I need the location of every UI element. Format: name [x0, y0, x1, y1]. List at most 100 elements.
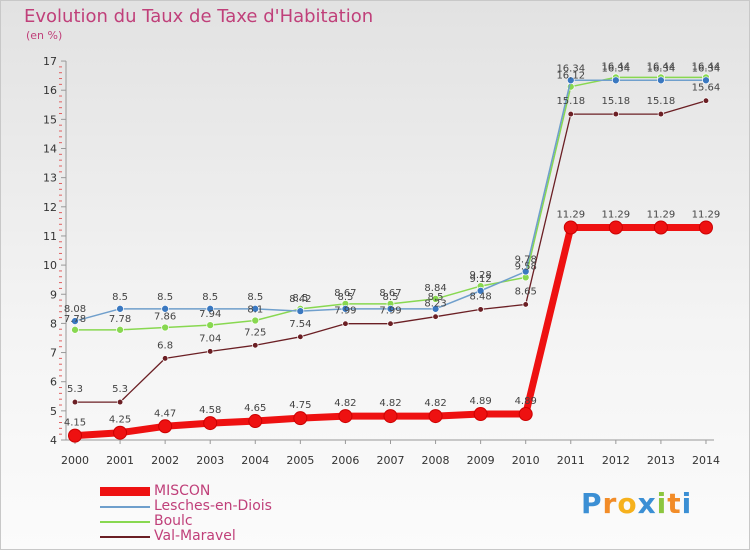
- data-point-1: [116, 304, 124, 313]
- data-label-1: 8.5: [383, 292, 399, 303]
- y-tick-label: 10: [43, 259, 57, 272]
- data-label-1: 16.34: [556, 63, 585, 74]
- legend-swatch: [100, 487, 150, 496]
- data-label-3: 7.99: [334, 306, 356, 317]
- logo-letter: x: [637, 487, 657, 520]
- x-tick-label: 2001: [106, 454, 134, 467]
- data-point-3: [477, 306, 484, 313]
- data-point-3: [252, 342, 259, 349]
- data-point-0: [473, 407, 488, 422]
- data-point-3: [387, 320, 394, 327]
- y-tick-label: 7: [50, 347, 57, 360]
- legend-label: Val-Maravel: [154, 528, 236, 544]
- x-tick-label: 2013: [647, 454, 675, 467]
- x-tick-label: 2008: [422, 454, 450, 467]
- data-label-0: 4.82: [334, 398, 356, 409]
- data-label-2: 8.5: [292, 293, 308, 304]
- data-label-1: 16.34: [692, 63, 721, 74]
- data-label-2: 8.1: [247, 304, 263, 315]
- data-label-2: 7.94: [199, 309, 221, 320]
- data-point-1: [296, 307, 305, 316]
- data-label-0: 11.29: [556, 209, 585, 220]
- data-label-3: 15.18: [556, 96, 585, 107]
- data-label-1: 8.5: [247, 292, 263, 303]
- data-point-1: [206, 304, 215, 313]
- data-label-2: 9.58: [515, 261, 537, 272]
- y-tick-label: 6: [50, 376, 57, 389]
- data-point-0: [113, 425, 128, 440]
- x-tick-label: 2012: [602, 454, 630, 467]
- data-point-0: [563, 220, 578, 235]
- data-point-3: [522, 301, 529, 308]
- data-label-2: 8.84: [424, 283, 446, 294]
- data-label-3: 8.48: [469, 291, 491, 302]
- y-tick-label: 9: [50, 288, 57, 301]
- data-point-0: [338, 409, 353, 424]
- logo-letter: r: [602, 487, 618, 520]
- y-tick-label: 16: [43, 84, 57, 97]
- data-point-2: [71, 325, 79, 334]
- x-tick-label: 2014: [692, 454, 720, 467]
- data-label-3: 7.25: [244, 327, 266, 338]
- data-point-1: [386, 304, 395, 313]
- x-tick-label: 2011: [557, 454, 585, 467]
- data-point-3: [116, 398, 124, 406]
- data-point-2: [431, 295, 440, 303]
- data-label-2: 16.44: [692, 61, 721, 72]
- data-label-2: 8.67: [379, 288, 401, 299]
- data-point-3: [567, 110, 574, 118]
- logo-letter: i: [656, 487, 668, 520]
- data-label-3: 7.99: [379, 306, 401, 317]
- data-point-3: [657, 110, 665, 118]
- x-tick-label: 2010: [512, 454, 540, 467]
- data-label-3: 5.3: [67, 384, 83, 395]
- y-tick-label: 4: [50, 434, 57, 447]
- legend-label: Boulc: [154, 513, 193, 529]
- data-point-0: [518, 407, 533, 422]
- data-label-0: 4.15: [64, 418, 86, 429]
- data-point-3: [207, 348, 214, 355]
- data-label-2: 9.28: [469, 270, 491, 281]
- data-point-1: [657, 76, 665, 85]
- legend-swatch: [100, 506, 150, 508]
- data-label-0: 4.65: [244, 403, 266, 414]
- data-point-3: [161, 355, 169, 362]
- data-point-1: [161, 304, 169, 313]
- x-tick-label: 2006: [331, 454, 359, 467]
- x-tick-label: 2007: [376, 454, 404, 467]
- y-tick-label: 15: [43, 113, 57, 126]
- data-point-0: [203, 416, 218, 431]
- logo-letter: P: [581, 487, 603, 520]
- x-tick-label: 2009: [467, 454, 495, 467]
- data-point-0: [158, 419, 173, 434]
- data-label-0: 4.89: [515, 396, 537, 407]
- data-point-2: [116, 325, 124, 334]
- data-point-3: [612, 110, 619, 118]
- data-label-2: 16.12: [556, 71, 585, 82]
- y-tick-label: 13: [43, 172, 57, 185]
- data-point-0: [68, 428, 82, 443]
- data-point-1: [251, 304, 260, 313]
- series-line-1: [74, 79, 706, 322]
- data-point-0: [653, 220, 668, 235]
- data-point-0: [698, 220, 713, 235]
- data-label-1: 8.08: [64, 304, 86, 315]
- x-tick-label: 2002: [151, 454, 179, 467]
- data-label-0: 4.25: [109, 415, 131, 426]
- data-point-1: [566, 76, 575, 85]
- data-point-3: [297, 333, 304, 340]
- y-tick-label: 11: [43, 230, 57, 243]
- data-label-2: 16.44: [602, 61, 631, 72]
- data-label-1: 9.12: [469, 274, 491, 285]
- data-point-3: [432, 313, 439, 320]
- y-tick-label: 17: [43, 55, 57, 68]
- data-label-3: 8.65: [515, 286, 537, 297]
- data-point-2: [206, 321, 215, 329]
- data-label-0: 4.82: [379, 398, 401, 409]
- data-label-0: 11.29: [602, 209, 631, 220]
- chart-title: Evolution du Taux de Taxe d'Habitation: [24, 6, 374, 27]
- legend-label: Lesches-en-Diois: [154, 498, 272, 514]
- x-tick-label: 2003: [196, 454, 224, 467]
- data-label-1: 8.5: [337, 292, 353, 303]
